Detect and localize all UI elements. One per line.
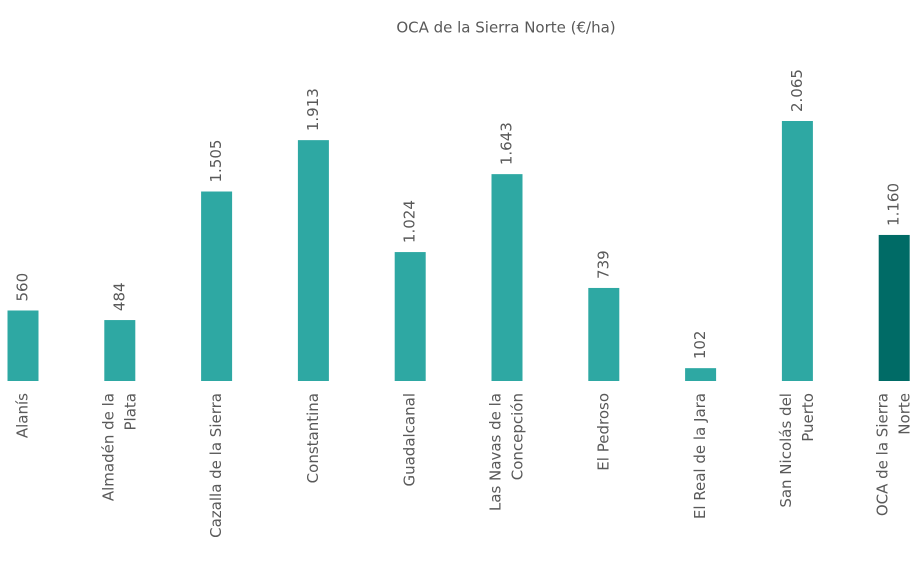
x-tick-label: Puerto (799, 393, 817, 442)
x-tick-label: El Pedroso (594, 393, 612, 471)
bar (781, 121, 813, 381)
x-tick-label: Concepción (509, 393, 527, 480)
x-tick-label: Alanís (14, 393, 32, 438)
x-tick-label: Guadalcanal (401, 393, 419, 487)
bar (104, 320, 136, 381)
x-tick-label: San Nicolás del (777, 393, 795, 508)
x-tick-label: Norte (896, 393, 914, 435)
x-tick-label: Las Navas de la (487, 393, 505, 511)
bar (394, 252, 426, 381)
x-tick-label: Plata (121, 393, 139, 430)
value-label: 739 (594, 250, 612, 279)
value-label: 560 (14, 273, 32, 302)
bar (297, 140, 329, 381)
x-tick-label: El Real de la Jara (691, 393, 709, 519)
chart-title: OCA de la Sierra Norte (€/ha) (396, 19, 615, 37)
value-label: 2.065 (788, 69, 806, 112)
bar (7, 310, 39, 381)
bar (878, 234, 910, 381)
value-label: 1.160 (885, 183, 903, 226)
value-label: 484 (110, 282, 128, 311)
bar (201, 191, 233, 381)
x-tick-label: OCA de la Sierra (874, 393, 892, 516)
value-label: 102 (691, 331, 709, 360)
value-label: 1.024 (401, 200, 419, 243)
x-tick-label: Constantina (304, 393, 322, 483)
bar (491, 174, 523, 381)
bar (588, 287, 620, 381)
value-label: 1.643 (498, 122, 516, 165)
x-tick-label: Cazalla de la Sierra (207, 393, 225, 538)
value-label: 1.505 (207, 140, 225, 183)
value-label: 1.913 (304, 88, 322, 131)
x-tick-label: Almadén de la (99, 393, 117, 501)
bar (685, 368, 717, 381)
